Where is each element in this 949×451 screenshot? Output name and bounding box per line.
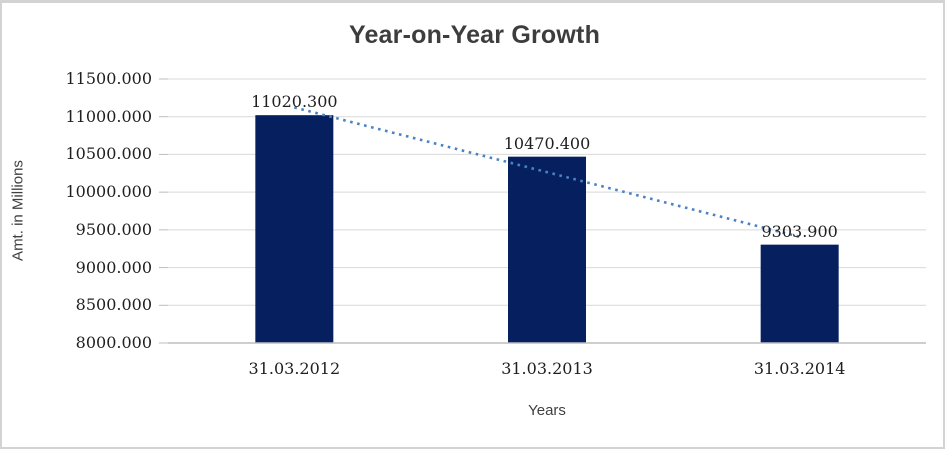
y-tick-label: 11000.000 bbox=[65, 106, 152, 126]
y-tick-label: 11500.000 bbox=[65, 69, 152, 88]
y-tick-label: 9000.000 bbox=[75, 257, 152, 277]
x-category-label: 31.03.2012 bbox=[248, 359, 341, 378]
y-tick-label: 9500.000 bbox=[75, 219, 152, 239]
bar-data-label: 9303.900 bbox=[761, 221, 838, 241]
y-tick-label: 10500.000 bbox=[65, 144, 152, 164]
y-tick-label: 8500.000 bbox=[75, 295, 152, 315]
x-category-label: 31.03.2013 bbox=[501, 359, 593, 378]
bar bbox=[508, 156, 586, 343]
x-axis-title: Years bbox=[528, 402, 566, 419]
chart-title: Year-on-Year Growth bbox=[348, 21, 601, 49]
bar-data-label: 11020.300 bbox=[251, 92, 338, 112]
bar bbox=[255, 115, 334, 344]
bar bbox=[760, 244, 839, 343]
y-tick-label: 10000.000 bbox=[65, 182, 152, 202]
bar-data-label: 10470.400 bbox=[503, 133, 591, 153]
x-category-label: 31.03.2014 bbox=[753, 359, 846, 378]
y-tick-label: 8000.000 bbox=[75, 333, 152, 352]
trendline bbox=[294, 106, 800, 239]
